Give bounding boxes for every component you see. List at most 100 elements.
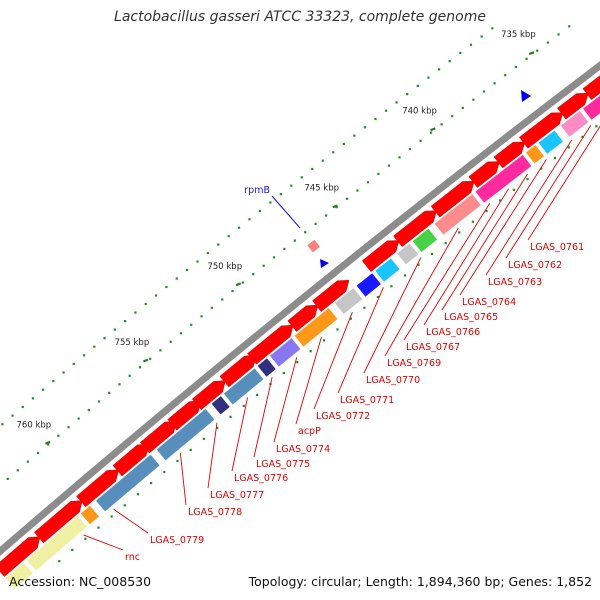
blue-arrow-1 <box>320 259 329 268</box>
forward-cds-arrow[interactable] <box>287 304 319 332</box>
minor-tick-dot <box>21 405 24 409</box>
minor-tick-dot <box>504 74 507 77</box>
rpmB-gene[interactable] <box>307 239 321 253</box>
inner-tick-dot <box>58 560 61 563</box>
forward-cds-arrow[interactable] <box>191 380 226 411</box>
minor-tick-dot <box>72 362 75 365</box>
gene-label[interactable]: LGAS_0779 <box>150 535 204 546</box>
minor-tick-dot <box>525 57 528 60</box>
forward-cds-arrow[interactable] <box>430 180 475 218</box>
cog-gene-block[interactable] <box>434 194 481 235</box>
minor-tick-dot <box>377 172 380 176</box>
minor-tick-dot <box>395 101 398 104</box>
gene-label[interactable]: LGAS_0772 <box>316 411 370 422</box>
minor-tick-dot <box>144 302 147 306</box>
cog-gene-block[interactable] <box>334 288 363 315</box>
inner-tick-dot <box>309 350 312 353</box>
cog-gene-block[interactable] <box>257 358 276 377</box>
minor-tick-dot <box>87 408 90 412</box>
gene-leader-lines <box>83 125 600 551</box>
minor-tick-dot <box>384 109 388 112</box>
forward-cds-arrow[interactable] <box>76 469 119 508</box>
inner-tick-dot <box>595 125 598 128</box>
forward-cds-arrow[interactable] <box>557 92 589 120</box>
forward-cds-arrow[interactable] <box>361 240 400 272</box>
gene-label[interactable]: LGAS_0762 <box>508 260 562 271</box>
gene-leader <box>83 534 124 551</box>
cog-gene-block[interactable] <box>211 396 230 415</box>
major-tick <box>430 127 436 132</box>
inner-tick-dot <box>540 167 543 170</box>
gene-leader <box>459 159 547 296</box>
forward-cds-arrow[interactable] <box>312 279 350 312</box>
gene-label[interactable]: LGAS_0765 <box>444 312 498 323</box>
cog-gene-block[interactable] <box>223 368 264 405</box>
inner-tick-dot <box>444 242 447 245</box>
cog-gene-block[interactable] <box>475 154 532 203</box>
minor-tick-dot <box>406 93 409 96</box>
gene-label[interactable]: acpP <box>298 426 321 437</box>
minor-tick-dot <box>272 256 276 259</box>
cog-gene-block[interactable] <box>356 273 381 297</box>
inner-tick-dot <box>363 306 366 309</box>
forward-cds-arrow[interactable] <box>247 324 294 365</box>
minor-tick-dot <box>57 434 60 437</box>
cog-gene-block[interactable] <box>397 243 419 265</box>
inner-tick-dot <box>97 526 100 529</box>
inner-tick-dot <box>471 220 474 223</box>
gene-label[interactable]: LGAS_0774 <box>276 444 330 455</box>
minor-tick-dot <box>206 251 209 255</box>
gene-label[interactable]: LGAS_0771 <box>340 395 394 406</box>
cog-gene-block[interactable] <box>95 454 160 512</box>
minor-tick-dot <box>408 148 412 151</box>
cog-gene-block[interactable] <box>412 228 438 252</box>
cog-gene-block[interactable] <box>538 130 563 154</box>
cog-gene-block[interactable] <box>156 408 215 461</box>
cog-gene-block[interactable] <box>560 111 589 137</box>
gene-label[interactable]: LGAS_0776 <box>234 473 288 484</box>
gene-label[interactable]: LGAS_0766 <box>426 327 480 338</box>
forward-cds-arrow[interactable] <box>393 210 437 248</box>
inner-tick-dot <box>229 415 232 418</box>
gene-label[interactable]: LGAS_0761 <box>530 242 584 253</box>
minor-tick-dot <box>62 371 65 374</box>
cog-gene-block[interactable] <box>26 516 87 571</box>
gene-label[interactable]: LGAS_0764 <box>462 297 516 308</box>
minor-tick-dot <box>451 115 454 118</box>
minor-tick-dot <box>128 374 131 377</box>
minor-tick-dot <box>31 397 35 400</box>
minor-tick-dot <box>472 98 475 101</box>
minor-tick-dot <box>210 306 213 309</box>
gene-label[interactable]: LGAS_0769 <box>387 358 441 369</box>
forward-cds-arrow[interactable] <box>0 536 41 577</box>
cog-gene-block[interactable] <box>583 82 600 120</box>
minor-tick-dot <box>258 209 262 212</box>
gene-label[interactable]: rnc <box>125 552 140 563</box>
forward-cds-arrow[interactable] <box>519 112 564 149</box>
gene-label[interactable]: LGAS_0778 <box>188 507 242 518</box>
minor-tick-dot <box>335 206 338 209</box>
minor-tick-dot <box>103 337 106 340</box>
gene-label[interactable]: LGAS_0777 <box>210 490 264 501</box>
gene-label[interactable]: LGAS_0770 <box>366 375 420 386</box>
gene-label[interactable]: LGAS_0767 <box>406 342 460 353</box>
gene-leader <box>384 227 459 357</box>
forward-cds-arrow[interactable] <box>468 161 500 188</box>
minor-tick-dot <box>196 260 199 263</box>
cog-gene-block[interactable] <box>294 308 338 347</box>
gene-label[interactable]: LGAS_0763 <box>488 277 542 288</box>
forward-cds-arrow[interactable] <box>582 69 600 100</box>
minor-tick-dot <box>113 328 116 331</box>
gene-label[interactable]: LGAS_0775 <box>256 459 310 470</box>
cog-gene-block[interactable] <box>80 505 100 525</box>
cog-gene-block[interactable] <box>525 145 544 164</box>
minor-tick-dot <box>469 43 473 46</box>
rpmB-label[interactable]: rpmB <box>244 185 270 196</box>
cog-gene-block[interactable] <box>269 338 301 367</box>
cog-gene-block[interactable] <box>375 258 400 282</box>
forward-cds-arrow[interactable] <box>493 141 526 169</box>
cog-gene-block[interactable] <box>5 562 33 589</box>
forward-cds-arrow[interactable] <box>34 500 83 544</box>
minor-tick-dot <box>491 27 494 30</box>
